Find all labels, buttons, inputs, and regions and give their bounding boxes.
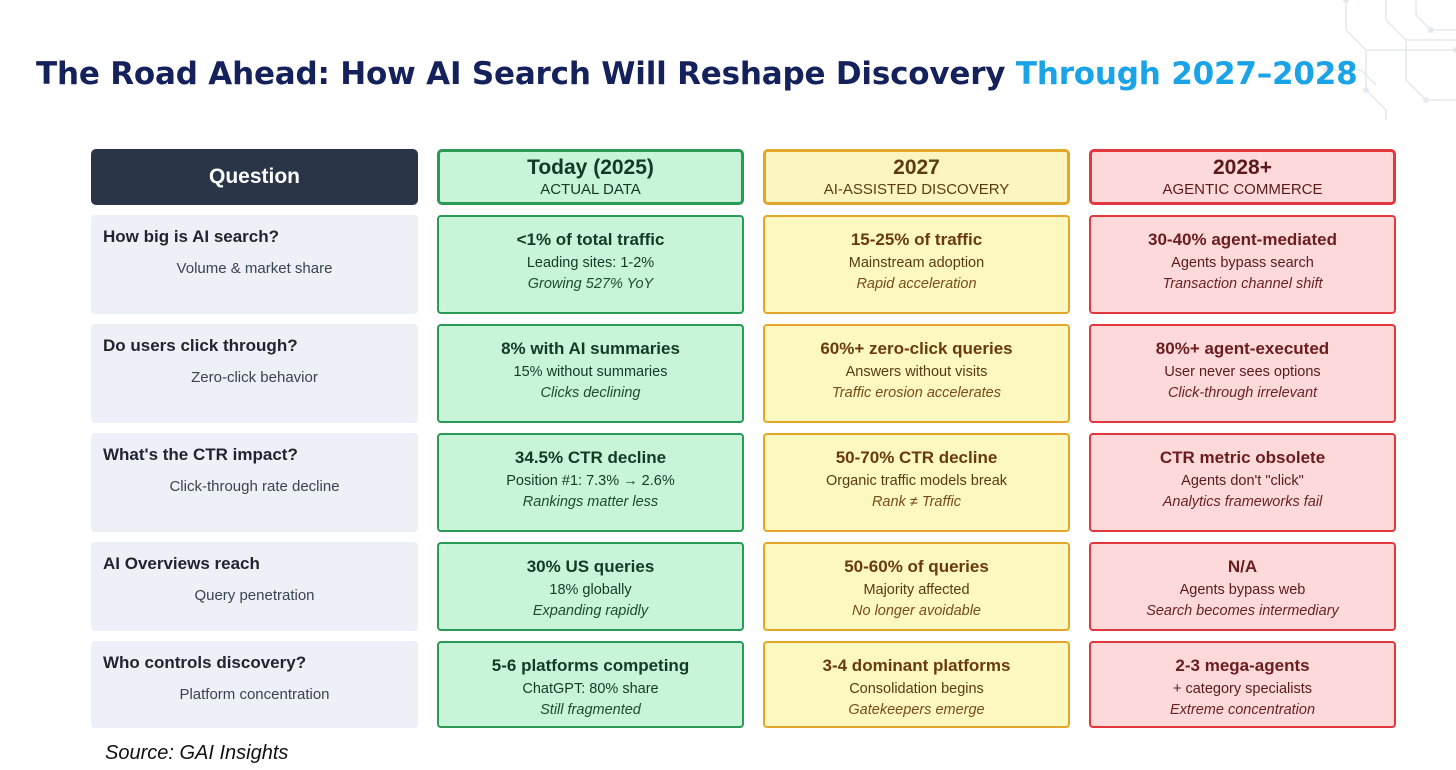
cell-note: Traffic erosion accelerates (832, 384, 1001, 401)
column-header-title: 2028+ (1213, 155, 1272, 179)
cell-detail: Consolidation begins (849, 680, 984, 697)
cell-detail: 15% without summaries (513, 363, 668, 380)
question-text: How big is AI search? (103, 227, 280, 246)
question-subtext: Query penetration (194, 587, 315, 604)
cell-2028: 30-40% agent-mediated Agents bypass sear… (1089, 215, 1396, 314)
cell-main: 15-25% of traffic (850, 230, 983, 249)
question-subtext: Zero-click behavior (191, 369, 318, 386)
cell-today: 5-6 platforms competing ChatGPT: 80% sha… (437, 641, 744, 728)
column-header-title: Today (2025) (527, 155, 654, 179)
question-cell: Do users click through? Zero-click behav… (91, 324, 418, 423)
cell-main: 5-6 platforms competing (491, 656, 690, 675)
cell-detail: + category specialists (1172, 680, 1313, 697)
cell-note: Extreme concentration (1169, 701, 1316, 718)
cell-detail: Leading sites: 1-2% (526, 254, 655, 271)
title-accent: Through 2027–2028 (1015, 56, 1358, 92)
question-subtext: Volume & market share (176, 260, 333, 277)
question-header: Question (91, 149, 418, 205)
cell-note: Rapid acceleration (856, 275, 977, 292)
question-text: Do users click through? (103, 336, 298, 355)
column-header-subtitle: AGENTIC COMMERCE (1162, 181, 1323, 199)
cell-2028: N/A Agents bypass web Search becomes int… (1089, 542, 1396, 631)
cell-note: Analytics frameworks fail (1162, 493, 1323, 510)
cell-detail: User never sees options (1164, 363, 1321, 380)
question-header-label: Question (208, 165, 300, 188)
cell-note: Click-through irrelevant (1167, 384, 1318, 401)
cell-main: 30% US queries (526, 557, 655, 576)
cell-detail: Agents don't "click" (1181, 472, 1304, 489)
cell-detail: ChatGPT: 80% share (522, 680, 659, 697)
column-header-title: 2027 (893, 155, 940, 179)
question-subtext: Platform concentration (179, 686, 330, 703)
cell-detail: Organic traffic models break (825, 472, 1008, 489)
cell-main: 2-3 mega-agents (1175, 656, 1310, 675)
column-header-2027: 2027 AI-ASSISTED DISCOVERY (763, 149, 1070, 205)
source-caption: Source: GAI Insights (105, 742, 289, 764)
cell-today: 30% US queries 18% globally Expanding ra… (437, 542, 744, 631)
question-cell: Who controls discovery? Platform concent… (91, 641, 418, 728)
column-header-subtitle: AI-ASSISTED DISCOVERY (823, 181, 1010, 199)
cell-main: 34.5% CTR decline (514, 448, 667, 467)
cell-note: Clicks declining (540, 384, 641, 401)
cell-main: 8% with AI summaries (501, 339, 680, 358)
cell-main: 80%+ agent-executed (1155, 339, 1330, 358)
cell-note: Still fragmented (540, 701, 641, 718)
cell-note: No longer avoidable (852, 602, 981, 619)
cell-detail: Position #1: 7.3% → 2.6% (506, 472, 675, 489)
title-main: The Road Ahead: How AI Search Will Resha… (36, 56, 1006, 92)
circuit-decoration-icon (1323, 0, 1456, 120)
cell-detail: 18% globally (549, 581, 632, 598)
cell-main: <1% of total traffic (516, 230, 665, 249)
column-header-today: Today (2025) ACTUAL DATA (437, 149, 744, 205)
question-cell: AI Overviews reach Query penetration (91, 542, 418, 631)
question-text: What's the CTR impact? (103, 445, 298, 464)
cell-detail: Agents bypass web (1179, 581, 1306, 598)
column-header-2028: 2028+ AGENTIC COMMERCE (1089, 149, 1396, 205)
cell-note: Search becomes intermediary (1146, 602, 1339, 619)
cell-2027: 50-70% CTR decline Organic traffic model… (763, 433, 1070, 532)
cell-2028: 80%+ agent-executed User never sees opti… (1089, 324, 1396, 423)
column-header-subtitle: ACTUAL DATA (540, 181, 641, 199)
cell-note: Growing 527% YoY (527, 275, 654, 292)
question-cell: What's the CTR impact? Click-through rat… (91, 433, 418, 532)
comparison-table: Question Today (2025) ACTUAL DATA 2027 A… (91, 149, 1397, 728)
cell-main: 50-70% CTR decline (835, 448, 998, 467)
cell-note: Gatekeepers emerge (848, 701, 985, 718)
cell-detail: Agents bypass search (1171, 254, 1314, 271)
question-text: AI Overviews reach (103, 554, 260, 573)
cell-detail: Mainstream adoption (848, 254, 985, 271)
cell-main: 50-60% of queries (844, 557, 989, 576)
cell-2028: CTR metric obsolete Agents don't "click"… (1089, 433, 1396, 532)
cell-note: Expanding rapidly (532, 602, 649, 619)
cell-2027: 15-25% of traffic Mainstream adoption Ra… (763, 215, 1070, 314)
question-text: Who controls discovery? (103, 653, 307, 672)
cell-main: N/A (1227, 557, 1258, 576)
cell-today: 34.5% CTR decline Position #1: 7.3% → 2.… (437, 433, 744, 532)
cell-main: 30-40% agent-mediated (1148, 230, 1337, 249)
cell-detail: Answers without visits (845, 363, 988, 380)
cell-today: 8% with AI summaries 15% without summari… (437, 324, 744, 423)
cell-2027: 50-60% of queries Majority affected No l… (763, 542, 1070, 631)
cell-detail: Majority affected (863, 581, 970, 598)
cell-today: <1% of total traffic Leading sites: 1-2%… (437, 215, 744, 314)
question-subtext: Click-through rate decline (169, 478, 340, 495)
cell-main: CTR metric obsolete (1159, 448, 1326, 467)
cell-note: Rankings matter less (522, 493, 659, 510)
cell-main: 3-4 dominant platforms (822, 656, 1011, 675)
page-title: The Road Ahead: How AI Search Will Resha… (36, 56, 1358, 92)
cell-note: Transaction channel shift (1162, 275, 1323, 292)
cell-2027: 3-4 dominant platforms Consolidation beg… (763, 641, 1070, 728)
cell-2028: 2-3 mega-agents + category specialists E… (1089, 641, 1396, 728)
cell-main: 60%+ zero-click queries (820, 339, 1013, 358)
question-cell: How big is AI search? Volume & market sh… (91, 215, 418, 314)
cell-note: Rank ≠ Traffic (871, 493, 962, 510)
cell-2027: 60%+ zero-click queries Answers without … (763, 324, 1070, 423)
